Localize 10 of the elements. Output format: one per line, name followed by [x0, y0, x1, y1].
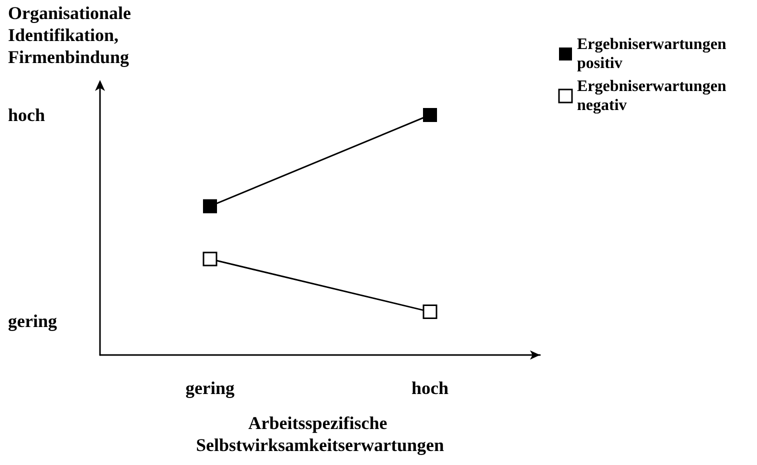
y-axis-title: Organisationale Identifikation, Firmenbindung [8, 3, 136, 67]
legend-label: Ergebniserwartungen negativ [577, 78, 730, 114]
point [422, 304, 438, 320]
point [423, 108, 437, 122]
point [202, 252, 218, 266]
text: gering [8, 311, 57, 331]
legend-label: Ergebniserwartungen positiv [577, 36, 730, 72]
point [203, 199, 217, 214]
x-axis-title: Arbeitsspezifische Selbstwirksamkeitserwartungen [196, 413, 444, 455]
text: hoch [8, 105, 46, 125]
